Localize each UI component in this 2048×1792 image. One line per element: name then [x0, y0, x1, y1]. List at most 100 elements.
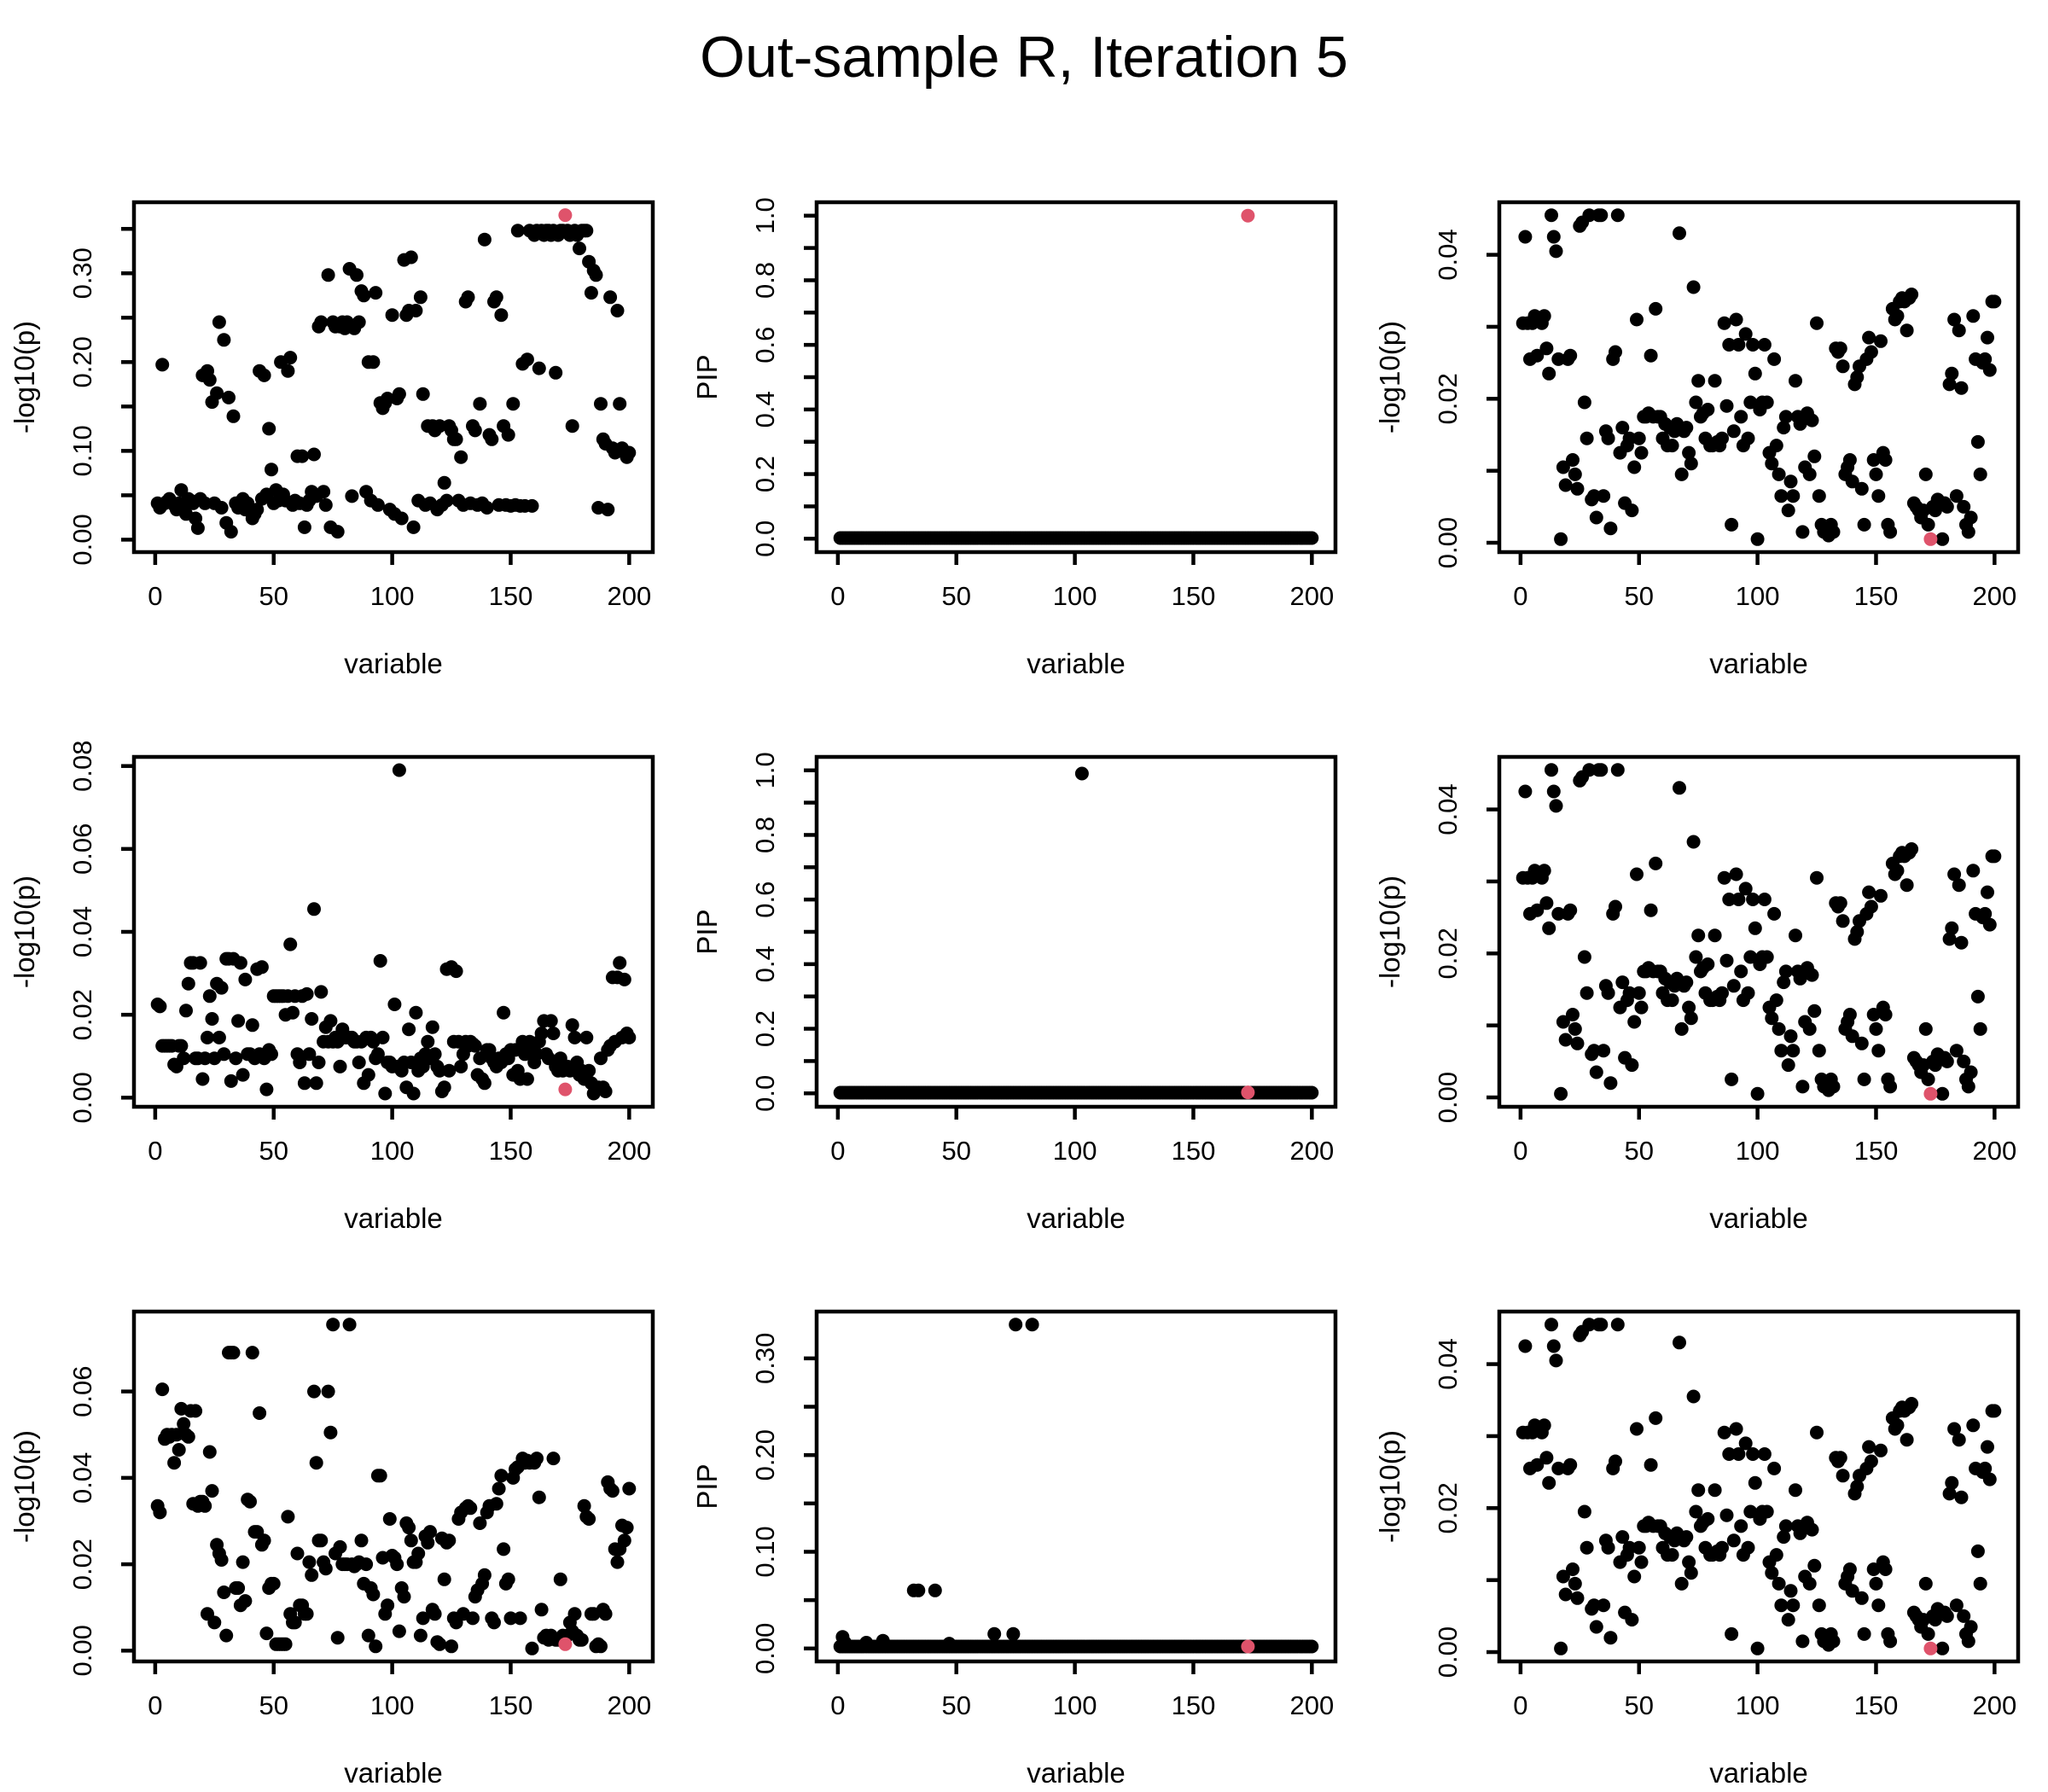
data-point [1805, 413, 1819, 428]
x-tick-label: 100 [1736, 1690, 1780, 1720]
y-axis-label: -log10(p) [9, 321, 40, 433]
data-point [370, 497, 385, 512]
data-point [546, 1452, 561, 1466]
data-point [1949, 489, 1964, 503]
x-axis-label: variable [1027, 1202, 1126, 1229]
data-point [1577, 950, 1591, 964]
data-point [1750, 1086, 1765, 1101]
data-point [309, 1456, 323, 1470]
data-point [579, 224, 594, 238]
data-point [1789, 374, 1802, 388]
data-point [1918, 467, 1933, 481]
data-point [1905, 288, 1919, 301]
data-point [449, 964, 463, 979]
x-tick-label: 200 [1972, 581, 2016, 611]
data-point [174, 1039, 189, 1053]
data-point [1741, 986, 1755, 1000]
x-tick-label: 200 [1972, 1136, 2016, 1166]
data-point [1627, 1015, 1642, 1029]
data-point [1634, 1000, 1649, 1015]
data-point [193, 956, 207, 970]
data-point [1774, 489, 1789, 503]
data-point [1719, 1508, 1734, 1522]
data-point [1743, 395, 1758, 410]
data-point [381, 1598, 395, 1613]
x-axis-label: variable [1709, 1202, 1808, 1229]
data-point [373, 1469, 387, 1483]
data-point [876, 1633, 890, 1648]
data-point [1966, 1418, 1981, 1433]
data-point [1601, 431, 1615, 445]
data-point [525, 1641, 539, 1655]
y-tick-label: 0.6 [750, 881, 780, 918]
data-point [1679, 975, 1694, 990]
data-point [622, 1030, 637, 1044]
data-point [259, 1082, 274, 1097]
data-point [1546, 784, 1561, 799]
data-point [525, 498, 539, 513]
data-point [1674, 1021, 1689, 1036]
data-point [620, 1521, 634, 1535]
data-point [1857, 1072, 1871, 1086]
data-point [1786, 1044, 1801, 1058]
data-point [1570, 1036, 1585, 1050]
data-point [1725, 517, 1739, 532]
data-point [1769, 993, 1783, 1008]
data-point [155, 358, 170, 372]
x-tick-label: 50 [259, 581, 288, 611]
data-point [321, 268, 335, 282]
x-tick-label: 50 [1625, 1136, 1654, 1166]
data-point [378, 1086, 393, 1101]
x-tick-label: 100 [370, 1136, 415, 1166]
data-point [1558, 1033, 1573, 1047]
scatter-plot-row2-col1: 0 50 100 150 200 0.00 0.02 0.04 0.06 0.08 variable… [9, 741, 655, 1234]
data-point [553, 1572, 567, 1586]
data-point [1748, 1475, 1762, 1490]
data-point [266, 1576, 281, 1591]
data-point [1833, 1451, 1847, 1465]
data-point [1566, 453, 1580, 467]
x-tick-label: 200 [607, 1136, 651, 1166]
data-point [425, 1020, 439, 1034]
data-point [1812, 1598, 1826, 1613]
data-point [1601, 1540, 1615, 1555]
data-point [1947, 867, 1962, 881]
data-point [1778, 410, 1793, 424]
data-point [1987, 294, 2002, 309]
data-point [381, 392, 395, 405]
data-point [1582, 763, 1597, 777]
data-point [1964, 1620, 1978, 1634]
x-tick-label: 150 [1854, 1136, 1899, 1166]
data-point [1905, 842, 1919, 856]
data-point [1862, 330, 1876, 345]
data-point [1864, 345, 1878, 359]
data-point [1793, 1526, 1807, 1540]
data-point [1871, 1044, 1886, 1058]
data-point [1738, 881, 1753, 896]
data-point [603, 290, 618, 305]
y-tick-label: 0.00 [67, 1072, 97, 1123]
data-point [402, 1022, 416, 1037]
data-point [1781, 1613, 1795, 1627]
data-point [1644, 1457, 1658, 1472]
data-point [265, 1047, 278, 1062]
data-point [1947, 312, 1962, 327]
data-point [262, 422, 276, 436]
x-tick-label: 150 [1854, 1690, 1899, 1720]
data-point [1594, 763, 1609, 777]
data-point [1845, 1584, 1859, 1598]
plot-box [814, 1309, 1338, 1664]
data-point [454, 1059, 468, 1073]
data-point [1518, 230, 1533, 244]
data-point [323, 1425, 338, 1440]
data-point [1582, 1318, 1597, 1332]
data-point [1810, 870, 1824, 885]
data-point [1679, 421, 1694, 435]
y-axis-label: -log10(p) [1374, 1430, 1405, 1543]
data-point [413, 1628, 428, 1643]
data-point [1634, 445, 1649, 460]
data-point [1945, 366, 1959, 381]
panel-row2-col2: 0 50 100 150 200 0.0 0.2 0.4 0.6 0.8 1.0 variable PI… [683, 674, 1365, 1234]
data-point [281, 1510, 295, 1524]
y-tick-label: 0.06 [67, 1365, 97, 1417]
